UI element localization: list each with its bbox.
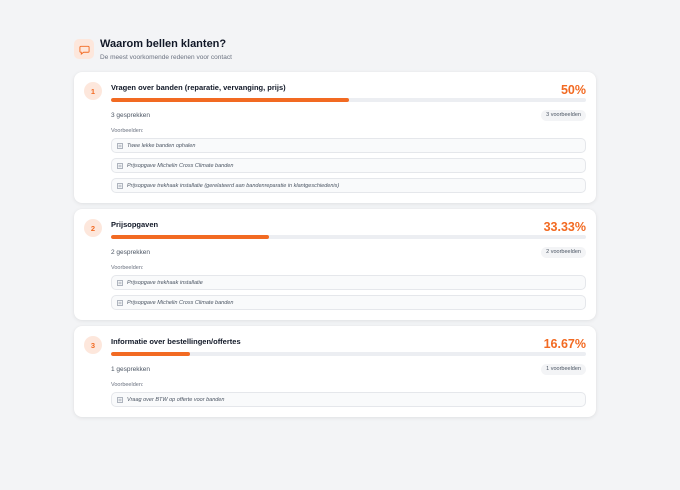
reason-list: 1 Vragen over banden (reparatie, vervang… (74, 72, 596, 417)
example-text: Prijsopgave Michelin Cross Climate bande… (127, 299, 234, 306)
rank-badge: 1 (84, 82, 102, 100)
example-item[interactable]: Vraag over BTW op offerte voor banden (111, 392, 586, 407)
example-item[interactable]: Prijsopgave Michelin Cross Climate bande… (111, 158, 586, 173)
examples-label: Voorbeelden: (111, 128, 144, 134)
reason-percent: 50% (560, 83, 586, 97)
reason-card: 3 Informatie over bestellingen/offertes … (74, 326, 596, 417)
example-item[interactable]: Prijsopgave trekhaak installatie (gerela… (111, 178, 586, 193)
progress-fill (111, 235, 270, 239)
page-title: Waarom bellen klanten? (100, 38, 227, 50)
reason-title: Informatie over bestellingen/offertes (111, 337, 241, 346)
conversation-count: 1 gesprekken (111, 366, 151, 373)
examples-badge: 1 voorbeelden (541, 364, 586, 375)
example-item[interactable]: Prijsopgave Michelin Cross Climate bande… (111, 295, 586, 310)
page-subtitle: De meest voorkomende redenen voor contac… (100, 54, 232, 61)
example-text: Vraag over BTW op offerte voor banden (127, 396, 225, 403)
progress-track (111, 235, 586, 239)
document-icon (117, 142, 123, 149)
reason-card: 1 Vragen over banden (reparatie, vervang… (74, 72, 596, 203)
example-item[interactable]: Prijsopgave trekhaak installatie (111, 275, 586, 290)
reason-title: Prijsopgaven (111, 220, 159, 229)
document-icon (117, 279, 123, 286)
example-text: Prijsopgave Michelin Cross Climate bande… (127, 162, 234, 169)
example-text: Prijsopgave trekhaak installatie (gerela… (127, 182, 340, 189)
conversation-count: 2 gesprekken (111, 249, 151, 256)
examples-label: Voorbeelden: (111, 382, 144, 388)
reason-percent: 33.33% (543, 220, 586, 234)
example-text: Twee lekke banden ophalen (127, 142, 196, 149)
example-text: Prijsopgave trekhaak installatie (127, 279, 203, 286)
progress-track (111, 98, 586, 102)
call-reasons-panel: Waarom bellen klanten? De meest voorkome… (74, 37, 596, 423)
progress-fill (111, 352, 191, 356)
panel-header: Waarom bellen klanten? De meest voorkome… (74, 37, 596, 67)
reason-card: 2 Prijsopgaven 33.33% 2 gesprekken 2 voo… (74, 209, 596, 320)
document-icon (117, 299, 123, 306)
examples-badge: 2 voorbeelden (541, 247, 586, 258)
rank-badge: 2 (84, 219, 102, 237)
reason-title: Vragen over banden (reparatie, vervangin… (111, 83, 286, 92)
rank-badge: 3 (84, 336, 102, 354)
chat-bubble-icon (74, 39, 94, 59)
examples-badge: 3 voorbeelden (541, 110, 586, 121)
progress-track (111, 352, 586, 356)
document-icon (117, 182, 123, 189)
document-icon (117, 162, 123, 169)
reason-percent: 16.67% (543, 337, 586, 351)
conversation-count: 3 gesprekken (111, 112, 151, 119)
examples-label: Voorbeelden: (111, 265, 144, 271)
document-icon (117, 396, 123, 403)
example-item[interactable]: Twee lekke banden ophalen (111, 138, 586, 153)
progress-fill (111, 98, 349, 102)
